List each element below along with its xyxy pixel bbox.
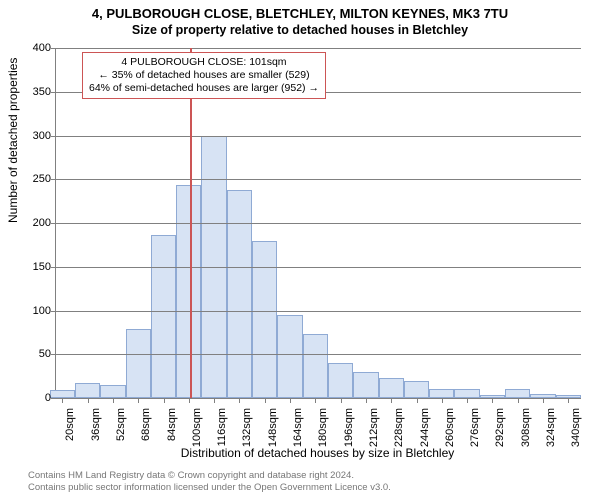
footer-attribution: Contains HM Land Registry data © Crown c… — [28, 470, 391, 494]
annotation-line2: ← 35% of detached houses are smaller (52… — [89, 69, 319, 82]
x-tick-label: 292sqm — [494, 408, 506, 448]
histogram-bar — [454, 389, 479, 398]
x-tick-label: 52sqm — [115, 408, 127, 448]
annotation-box: 4 PULBOROUGH CLOSE: 101sqm← 35% of detac… — [82, 52, 326, 99]
footer-line2: Contains public sector information licen… — [28, 482, 391, 494]
histogram-bar — [404, 381, 429, 398]
chart-title-line1: 4, PULBOROUGH CLOSE, BLETCHLEY, MILTON K… — [0, 0, 600, 21]
plot-region: 05010015020025030035040020sqm36sqm52sqm6… — [55, 48, 581, 399]
x-tick-label: 324sqm — [545, 408, 557, 448]
histogram-bar — [50, 390, 75, 398]
x-tick-label: 180sqm — [317, 408, 329, 448]
x-tick-label: 116sqm — [216, 408, 228, 448]
chart-container: 4, PULBOROUGH CLOSE, BLETCHLEY, MILTON K… — [0, 0, 600, 500]
y-tick-label: 350 — [21, 86, 51, 98]
x-tick-label: 260sqm — [444, 408, 456, 448]
y-tick-label: 50 — [21, 348, 51, 360]
histogram-bar — [126, 329, 151, 398]
x-tick-label: 244sqm — [419, 408, 431, 448]
y-tick-label: 0 — [21, 392, 51, 404]
histogram-bar — [252, 241, 277, 399]
x-tick-label: 340sqm — [570, 408, 582, 448]
chart-title-line2: Size of property relative to detached ho… — [0, 21, 600, 37]
x-tick-label: 148sqm — [267, 408, 279, 448]
y-tick-label: 150 — [21, 261, 51, 273]
chart-area: 05010015020025030035040020sqm36sqm52sqm6… — [55, 48, 580, 398]
x-tick-label: 84sqm — [166, 408, 178, 448]
histogram-bar — [277, 315, 302, 398]
annotation-line1: 4 PULBOROUGH CLOSE: 101sqm — [89, 56, 319, 69]
footer-line1: Contains HM Land Registry data © Crown c… — [28, 470, 391, 482]
x-tick-label: 228sqm — [393, 408, 405, 448]
y-tick-label: 300 — [21, 130, 51, 142]
histogram-bar — [151, 235, 176, 398]
histogram-bar — [328, 363, 353, 398]
property-marker-line — [190, 48, 192, 398]
x-tick-label: 212sqm — [368, 408, 380, 448]
x-tick-label: 132sqm — [241, 408, 253, 448]
x-tick-label: 100sqm — [191, 408, 203, 448]
x-tick-label: 68sqm — [140, 408, 152, 448]
x-tick-label: 196sqm — [343, 408, 355, 448]
y-tick-label: 100 — [21, 305, 51, 317]
histogram-bar — [303, 334, 328, 398]
histogram-bar — [75, 383, 100, 398]
histogram-bar — [505, 389, 530, 398]
y-tick-label: 250 — [21, 173, 51, 185]
histogram-bar — [227, 190, 252, 398]
x-tick-label: 164sqm — [292, 408, 304, 448]
histogram-bar — [429, 389, 454, 398]
x-axis-label: Distribution of detached houses by size … — [55, 446, 580, 460]
x-tick-label: 276sqm — [469, 408, 481, 448]
x-tick-label: 36sqm — [90, 408, 102, 448]
x-tick-label: 20sqm — [64, 408, 76, 448]
histogram-bar — [353, 372, 378, 398]
histogram-bar — [176, 185, 201, 398]
histogram-bar — [100, 385, 125, 398]
annotation-line3: 64% of semi-detached houses are larger (… — [89, 82, 319, 95]
y-tick-label: 200 — [21, 217, 51, 229]
x-tick-label: 308sqm — [520, 408, 532, 448]
y-tick-label: 400 — [21, 42, 51, 54]
histogram-bar — [379, 378, 404, 398]
y-axis-label: Number of detached properties — [6, 58, 20, 223]
